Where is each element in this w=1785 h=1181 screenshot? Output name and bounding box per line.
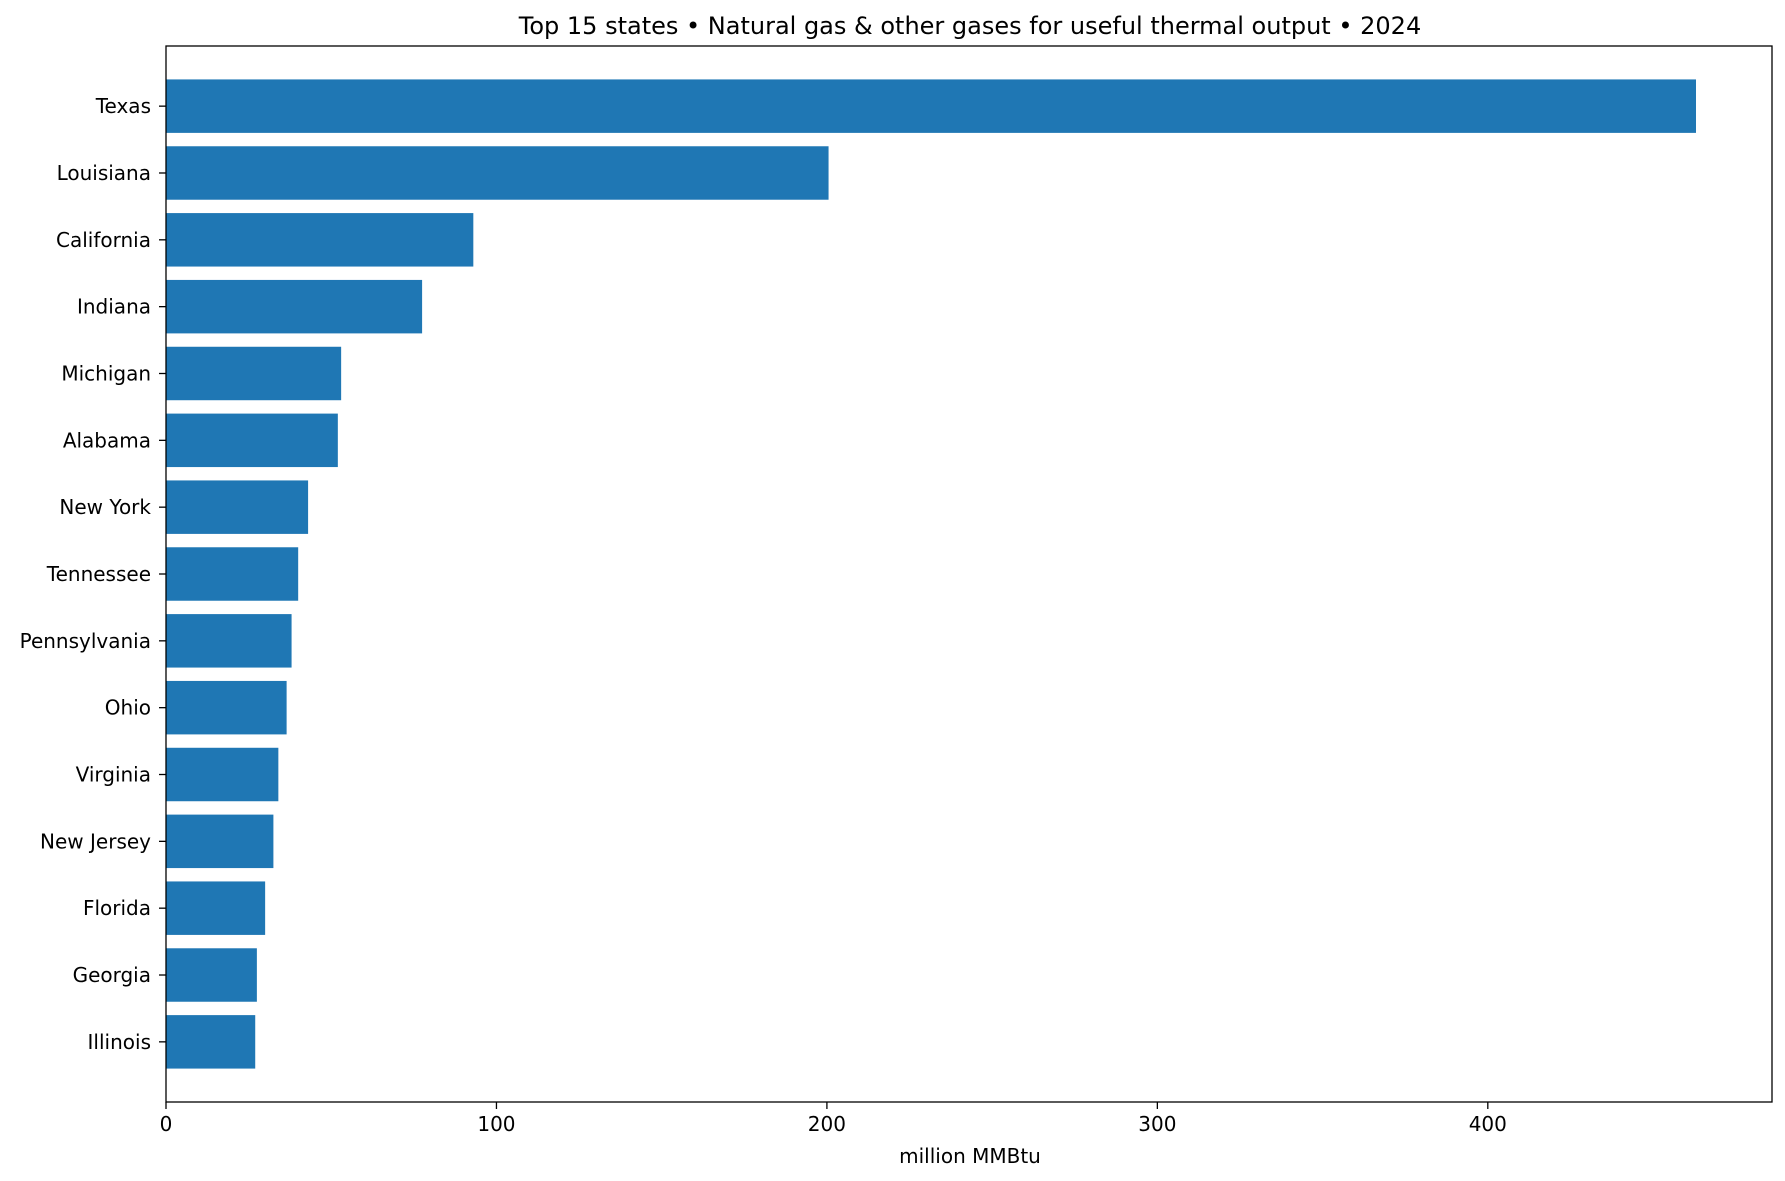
y-tick-label-georgia: Georgia — [73, 963, 151, 987]
x-tick-label-200: 200 — [808, 1112, 846, 1136]
bar-tennessee — [166, 547, 299, 601]
y-tick-label-tennessee: Tennessee — [46, 562, 151, 586]
bar-illinois — [166, 1015, 256, 1069]
bar-texas — [166, 79, 1696, 133]
y-tick-label-alabama: Alabama — [63, 428, 151, 452]
bar-alabama — [166, 413, 338, 468]
y-tick-label-new-york: New York — [59, 495, 151, 519]
bar-ohio — [166, 680, 287, 735]
bars-group — [166, 79, 1696, 1069]
chart-title: Top 15 states • Natural gas & other gase… — [518, 12, 1421, 40]
y-tick-label-ohio: Ohio — [105, 696, 151, 720]
y-tick-label-california: California — [56, 228, 151, 252]
y-tick-label-pennsylvania: Pennsylvania — [20, 629, 151, 653]
y-tick-label-illinois: Illinois — [88, 1030, 151, 1054]
bar-virginia — [166, 747, 279, 802]
x-tick-label-100: 100 — [477, 1112, 515, 1136]
bar-louisiana — [166, 146, 829, 200]
bar-indiana — [166, 279, 423, 334]
y-tick-label-virginia: Virginia — [76, 763, 151, 787]
x-axis-label: million MMBtu — [899, 1144, 1041, 1168]
bar-michigan — [166, 346, 342, 401]
x-tick-label-0: 0 — [160, 1112, 173, 1136]
x-axis: 0 100 200 300 400 — [160, 1102, 1507, 1136]
bar-new-york — [166, 480, 309, 534]
y-tick-label-florida: Florida — [83, 896, 151, 920]
bar-new-jersey — [166, 814, 274, 869]
x-tick-label-300: 300 — [1138, 1112, 1176, 1136]
bar-florida — [166, 881, 266, 935]
y-tick-label-texas: Texas — [95, 94, 151, 118]
bar-pennsylvania — [166, 614, 292, 668]
y-axis: Texas Louisiana California Indiana Michigan A… — [20, 94, 166, 1054]
x-tick-label-400: 400 — [1469, 1112, 1507, 1136]
bar-georgia — [166, 948, 257, 1002]
y-tick-label-indiana: Indiana — [77, 295, 151, 319]
y-tick-label-louisiana: Louisiana — [57, 161, 151, 185]
bar-california — [166, 213, 474, 267]
y-tick-label-michigan: Michigan — [61, 361, 151, 385]
y-tick-label-new-jersey: New Jersey — [40, 829, 151, 853]
